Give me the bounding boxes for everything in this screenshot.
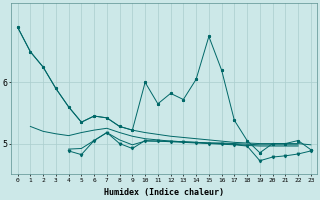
X-axis label: Humidex (Indice chaleur): Humidex (Indice chaleur) xyxy=(104,188,224,197)
